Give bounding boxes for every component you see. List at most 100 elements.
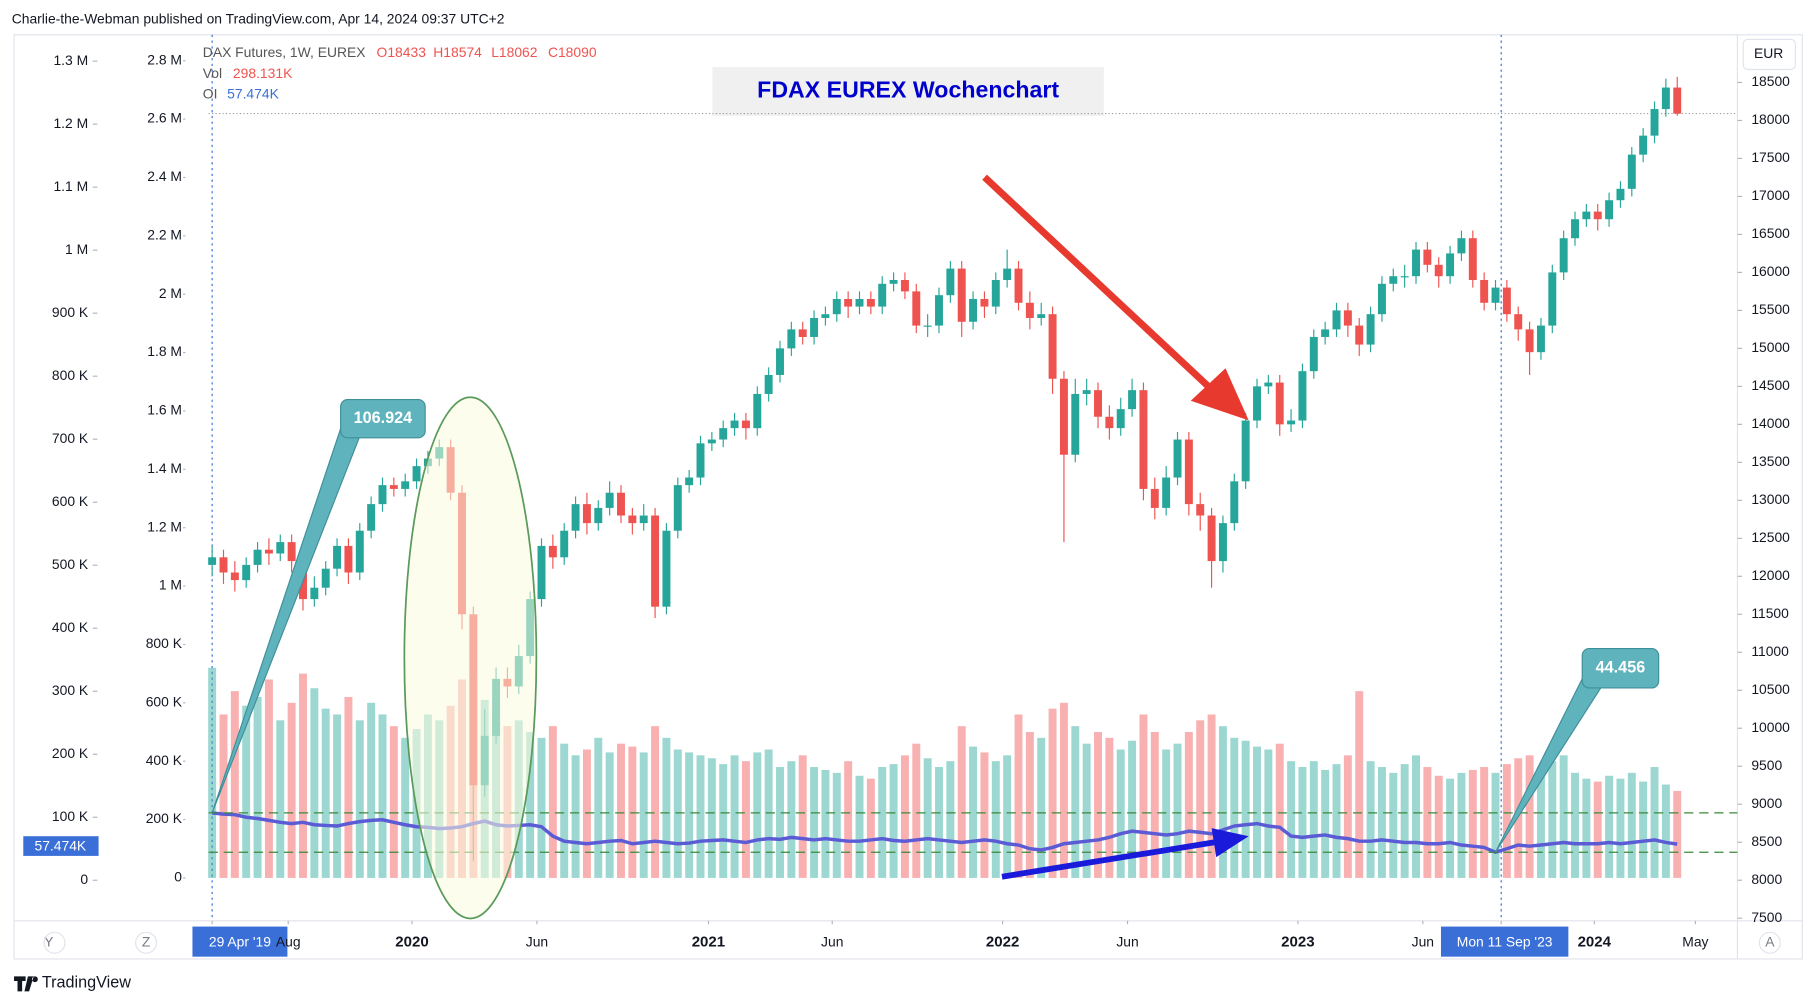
candle-body [287,542,296,562]
button[interactable] [135,931,158,954]
volume-bar [310,688,319,878]
candle-body [1241,420,1250,482]
oi-tick-label: 1.3 M [53,52,88,68]
volume-bar [1048,708,1057,878]
candle-body [617,492,625,516]
candle-body [662,530,671,607]
price-tick-label: 17500 [1751,149,1790,165]
time-tick-label: Jun [1116,933,1138,949]
candle-body [219,557,228,573]
candle-body [1514,314,1523,330]
legend-close: C18090 [548,44,597,60]
candle-body [344,545,353,573]
blue-arrowhead [1211,828,1249,858]
volume-bar [1377,767,1386,878]
candle-body [1173,439,1182,478]
volume-bar [946,761,955,878]
volume-bar [299,673,307,878]
candle-body [1536,325,1545,353]
candle-body [855,298,864,307]
volume-bar [1071,726,1080,878]
candle-body [1661,87,1670,110]
button-label[interactable]: Y [44,933,53,949]
time-tick-label: Mon 11 Sep '23 [1457,933,1553,949]
tv-logo [14,976,38,992]
red-arrow [982,174,1219,397]
currency-box[interactable] [1742,38,1796,71]
volume-bar [1366,761,1375,878]
candle-body [1343,310,1352,326]
volume-bar [1616,778,1625,878]
volume-bar [1491,772,1500,878]
price-tick-label: 11500 [1751,605,1789,621]
volume-bar [1525,755,1534,878]
volume-bar [526,731,535,878]
candle-body [1003,268,1012,280]
button-label[interactable]: A [1765,933,1775,949]
candle-body [991,279,1000,307]
volume-tick-label: 0 [174,869,182,885]
candle-body [333,545,342,569]
volume-bar [1037,737,1046,878]
volume-bar [1184,731,1193,878]
candle-body [912,291,921,326]
candle-body [946,268,955,296]
candle-body [1332,310,1341,330]
candle-body [866,298,875,307]
volume-tick-label: 1.2 M [147,518,182,534]
candle-body [367,504,376,531]
candle-body [832,298,841,315]
price-tick-label: 18500 [1751,73,1790,89]
volume-bar [1400,764,1409,878]
volume-bar [1309,761,1318,878]
price-tick-label: 12500 [1751,529,1790,545]
price-tick-label: 14000 [1751,415,1790,431]
button[interactable] [1758,931,1781,954]
price-tick-label: 18000 [1751,111,1790,127]
time-tick-label: Aug [276,933,301,949]
button-label[interactable]: Z [142,933,151,949]
oi-tick-label: 500 K [52,556,89,572]
volume-tick-label: 2.2 M [147,227,182,243]
candle-body [628,515,637,524]
candle-body [1025,302,1034,318]
volume-bar [753,752,762,878]
volume-bar [1559,755,1568,878]
legend-oi-label: OI [203,86,218,102]
candle-body [1321,329,1330,337]
legend-high: H18574 [433,44,482,60]
volume-bar [1014,714,1023,878]
candle-body [1048,314,1057,379]
volume-bar [287,702,296,878]
candle-body [1071,393,1080,455]
header: Charlie-the-Webman published on TradingV… [12,10,505,26]
volume-tick-label: 1.8 M [147,343,182,359]
volume-bar [321,708,330,878]
button[interactable] [43,931,66,954]
volume-bar [1105,737,1114,878]
candle-body [537,545,546,600]
time-tick-label: Jun [821,933,843,949]
candle-body [548,545,557,558]
candle-body [1559,238,1568,273]
volume-bar [696,755,705,878]
price-tick-label: 16500 [1751,225,1790,241]
candle-body [230,572,239,581]
volume-bar [1162,749,1171,878]
price-tick-label: 13500 [1751,453,1790,469]
price-tick-label: 8000 [1751,871,1782,887]
volume-bar [1264,749,1273,878]
candle-body [764,374,773,394]
price-tick-label: 11000 [1751,643,1789,659]
legend-symbol: DAX Futures, 1W, EUREX [203,44,366,60]
candle-body [1366,314,1375,345]
volume-bar [594,737,603,878]
candle-body [787,329,796,349]
candle-body [560,530,569,558]
volume-bar [730,755,739,878]
volume-bar [333,714,342,878]
volume-bar [1218,726,1227,878]
volume-bar [1275,743,1284,878]
volume-bar [776,767,784,878]
price-tick-label: 7500 [1751,909,1782,925]
